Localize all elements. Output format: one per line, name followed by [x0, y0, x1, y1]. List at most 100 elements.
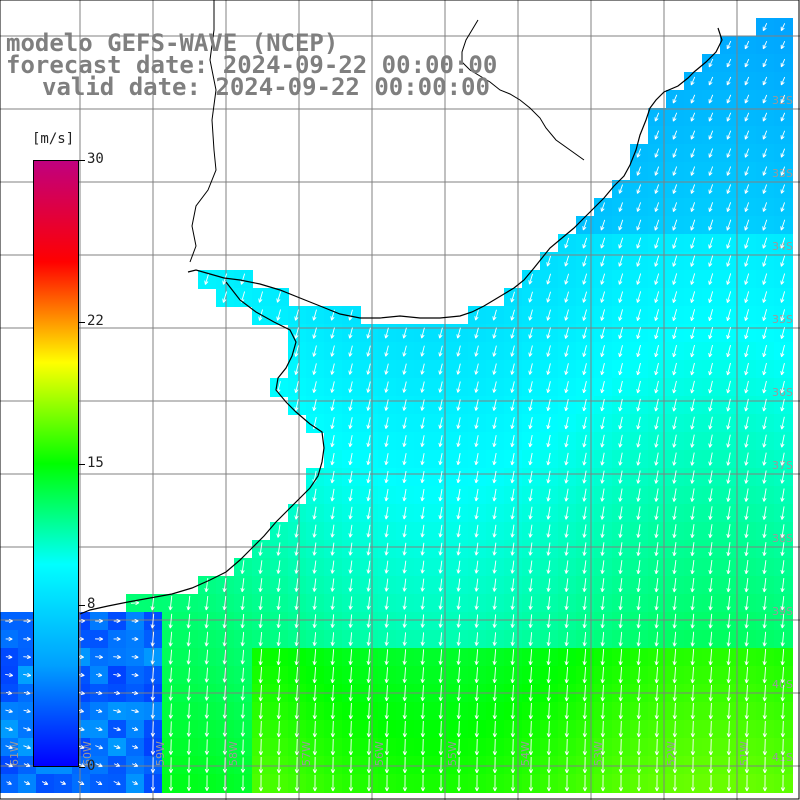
colorbar-tick-mark	[79, 464, 85, 465]
wind-cell	[720, 360, 739, 379]
wind-cell	[378, 396, 397, 415]
wind-cell	[666, 414, 685, 433]
wind-cell	[630, 342, 649, 361]
wind-cell	[342, 504, 361, 523]
wind-cell	[720, 126, 739, 145]
wind-cell	[558, 342, 577, 361]
wind-cell	[774, 360, 793, 379]
wind-cell	[720, 72, 739, 91]
wind-cell	[540, 306, 559, 325]
wind-cell	[540, 342, 559, 361]
wind-cell	[738, 342, 757, 361]
wind-cell	[630, 432, 649, 451]
wind-cell	[378, 342, 397, 361]
wind-cell	[756, 198, 775, 217]
wind-cell	[396, 468, 415, 487]
wind-cell	[540, 396, 559, 415]
wind-cell	[432, 504, 451, 523]
wind-cell	[378, 486, 397, 505]
wind-cell	[324, 414, 343, 433]
wind-cell	[504, 306, 523, 325]
wind-cell	[684, 360, 703, 379]
colorbar-tick-mark	[79, 322, 85, 323]
wind-cell	[468, 396, 487, 415]
wind-cell	[324, 450, 343, 469]
wind-cell	[666, 396, 685, 415]
wind-cell	[684, 234, 703, 253]
wind-cell	[720, 144, 739, 163]
wind-cell	[306, 324, 325, 343]
wind-cell	[612, 216, 631, 235]
wind-cell	[684, 216, 703, 235]
wind-cell	[630, 396, 649, 415]
colorbar-tick-mark	[79, 160, 85, 161]
lon-label: 61W	[8, 741, 21, 766]
wind-speed-field	[0, 18, 793, 793]
wind-cell	[306, 504, 325, 523]
wind-cell	[126, 612, 145, 631]
wind-cell	[396, 450, 415, 469]
wind-cell	[414, 432, 433, 451]
wind-cell	[666, 90, 685, 109]
wind-cell	[702, 306, 721, 325]
wind-cell	[576, 504, 595, 523]
wind-cell	[414, 450, 433, 469]
wind-cell	[576, 396, 595, 415]
wind-cell	[756, 504, 775, 523]
wind-cell	[594, 270, 613, 289]
wind-cell	[342, 360, 361, 379]
wind-cell	[702, 108, 721, 127]
wind-cell	[324, 486, 343, 505]
wind-cell	[666, 162, 685, 181]
wind-cell	[594, 306, 613, 325]
wind-cell	[0, 648, 19, 667]
wind-cell	[720, 216, 739, 235]
lon-label: 55W	[446, 741, 459, 766]
wind-cell	[360, 432, 379, 451]
wind-cell	[540, 414, 559, 433]
wind-cell	[684, 504, 703, 523]
wind-cell	[738, 198, 757, 217]
wind-cell	[540, 504, 559, 523]
wind-cell	[774, 324, 793, 343]
wind-cell	[612, 198, 631, 217]
wind-cell	[324, 504, 343, 523]
wind-cell	[612, 288, 631, 307]
wind-cell	[720, 414, 739, 433]
wind-cell	[774, 504, 793, 523]
wind-cell	[414, 324, 433, 343]
wind-cell	[702, 270, 721, 289]
wind-cell	[630, 360, 649, 379]
wind-cell	[108, 648, 127, 667]
wind-cell	[720, 36, 739, 55]
wind-cell	[90, 612, 109, 631]
wind-cell	[486, 414, 505, 433]
wind-cell	[324, 396, 343, 415]
wind-cell	[450, 432, 469, 451]
wind-cell	[756, 288, 775, 307]
wind-cell	[558, 360, 577, 379]
wind-cell	[306, 378, 325, 397]
wind-cell	[666, 450, 685, 469]
wind-cell	[702, 396, 721, 415]
wind-cell	[756, 342, 775, 361]
wind-cell	[756, 18, 775, 37]
wind-cell	[504, 288, 523, 307]
wind-cell	[0, 612, 19, 631]
wind-cell	[738, 126, 757, 145]
wind-cell	[450, 378, 469, 397]
wind-cell	[504, 396, 523, 415]
wind-cell	[774, 144, 793, 163]
wind-cell	[396, 342, 415, 361]
wind-cell	[774, 126, 793, 145]
wind-cell	[396, 486, 415, 505]
wind-cell	[504, 324, 523, 343]
wind-cell	[720, 324, 739, 343]
wind-cell	[522, 468, 541, 487]
wind-cell	[756, 432, 775, 451]
wind-cell	[594, 450, 613, 469]
wind-cell	[450, 360, 469, 379]
wind-cell	[396, 432, 415, 451]
wind-cell	[630, 162, 649, 181]
wind-cell	[702, 234, 721, 253]
